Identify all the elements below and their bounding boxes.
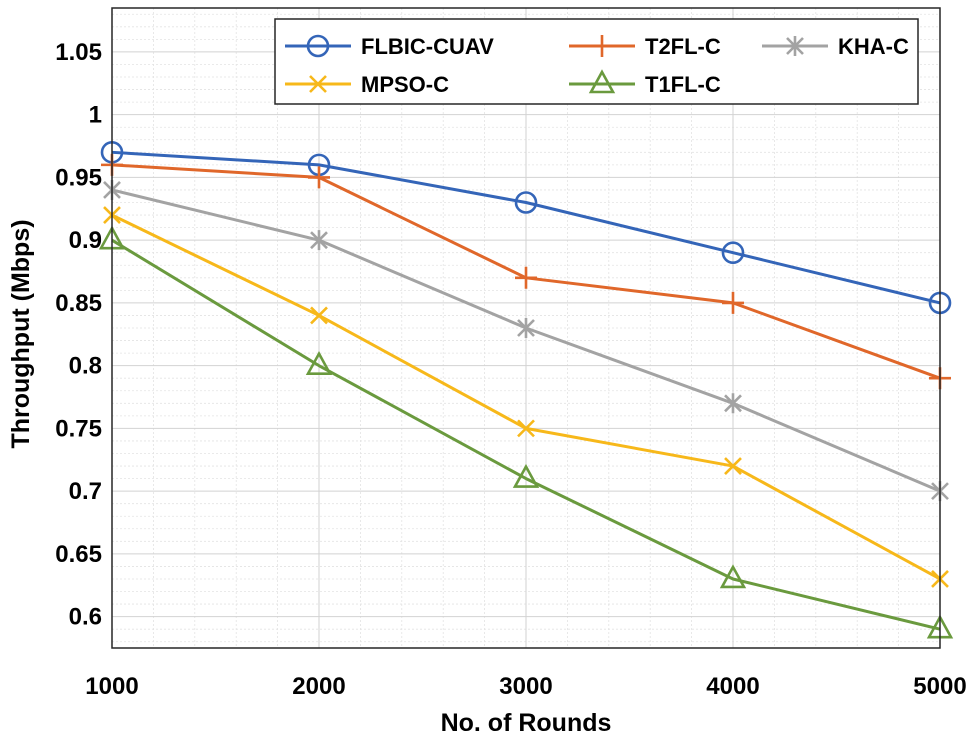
data-point-t1fl-c: [305, 350, 333, 375]
legend-box: [274, 18, 919, 105]
data-point-kha-c: [724, 393, 742, 414]
legend-entry-t1fl-c: T1FL-C: [569, 69, 721, 97]
data-point-t2fl-c: [515, 266, 537, 289]
legend-marker: [306, 34, 330, 58]
series-t1fl-c: [98, 225, 954, 639]
legend-entry-mpso-c: MPSO-C: [285, 72, 449, 97]
legend-label: T1FL-C: [645, 72, 721, 97]
data-point-flbic-cuav: [721, 241, 745, 265]
legend-marker: [591, 35, 613, 57]
y-tick-label: 0.75: [55, 415, 102, 442]
y-tick-label: 0.85: [55, 290, 102, 317]
legend-marker: [786, 36, 804, 56]
data-point-kha-c: [517, 318, 535, 338]
data-point-kha-c: [310, 230, 328, 251]
series-line-flbic-cuav: [111, 150, 941, 305]
series-group: [98, 141, 954, 639]
y-tick-label: 1: [89, 102, 102, 129]
x-tick-label: 1000: [85, 673, 138, 700]
x-tick-label: 2000: [292, 673, 345, 700]
x-tick-labels: 1000 2000 3000 4000 5000: [85, 673, 966, 700]
data-point-mpso-c: [310, 306, 328, 325]
x-axis-title: No. of Rounds: [441, 709, 612, 737]
data-point-t2fl-c: [722, 291, 744, 314]
plot-frame: [111, 7, 941, 649]
legend-entry-flbic-cuav: FLBIC-CUAV: [285, 34, 494, 59]
y-tick-label: 0.6: [69, 604, 102, 631]
legend-entry-t2fl-c: T2FL-C: [569, 34, 721, 59]
legend-marker: [309, 75, 327, 93]
data-point-mpso-c: [724, 457, 742, 475]
legend-label: FLBIC-CUAV: [361, 34, 494, 59]
legend-label: MPSO-C: [361, 72, 449, 97]
y-tick-label: 1.05: [55, 39, 102, 66]
y-tick-label: 0.65: [55, 541, 102, 568]
legend-marker: [588, 69, 616, 94]
legend-label: KHA-C: [838, 34, 909, 59]
legend-entry-kha-c: KHA-C: [762, 34, 909, 59]
x-tick-label: 3000: [499, 673, 552, 700]
legend-label: T2FL-C: [645, 34, 721, 59]
x-tick-label: 5000: [913, 673, 966, 700]
x-tick-label: 4000: [706, 673, 759, 700]
y-tick-label: 0.8: [69, 353, 102, 380]
data-point-t1fl-c: [512, 463, 540, 488]
data-point-t2fl-c: [308, 166, 330, 189]
series-line-t1fl-c: [111, 238, 941, 631]
data-point-t1fl-c: [719, 564, 747, 589]
data-point-flbic-cuav: [514, 191, 538, 214]
y-tick-label: 0.7: [69, 478, 102, 505]
y-tick-label: 0.9: [69, 227, 102, 254]
y-tick-label: 0.95: [55, 164, 102, 191]
data-point-mpso-c: [517, 419, 535, 438]
y-axis-title: Throughput (Mbps): [7, 219, 35, 448]
legend: FLBIC-CUAV T2FL-C KHA-C MPSO-C T1FL-C: [274, 18, 919, 105]
y-tick-labels: 0.6 0.65 0.7 0.75 0.8 0.85 0.9 0.95 1 1.05: [55, 39, 102, 631]
